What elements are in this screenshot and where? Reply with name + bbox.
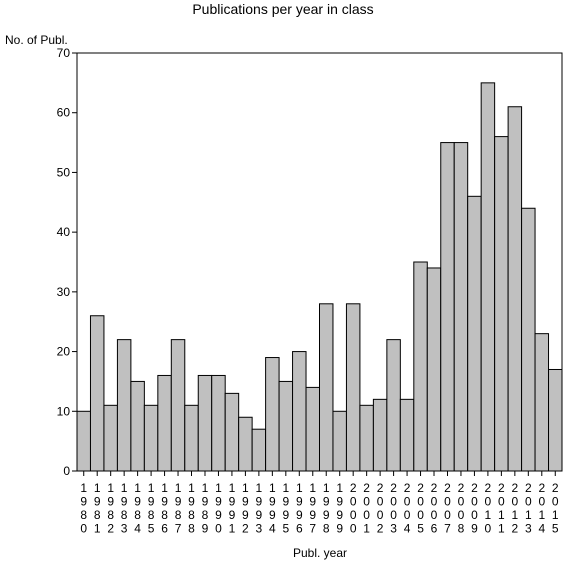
y-tick-label: 40	[57, 225, 71, 239]
bar-2006	[426, 267, 442, 472]
bar-1993	[251, 428, 267, 472]
bar-1991	[224, 392, 240, 472]
bar-2011	[494, 136, 509, 472]
bar-1994	[265, 357, 280, 472]
y-tick-label: 70	[57, 46, 71, 60]
bar-1980	[76, 410, 91, 472]
bar-1995	[278, 380, 294, 472]
y-tick-label: 30	[57, 285, 71, 299]
plot-frame	[76, 52, 563, 472]
bar-2013	[521, 207, 536, 472]
bar-1996	[292, 351, 307, 472]
bars-group	[76, 82, 563, 472]
bar-2003	[386, 339, 401, 472]
bar-1986	[157, 374, 172, 472]
bar-2002	[372, 398, 388, 472]
bar-1989	[197, 374, 213, 472]
bar-2001	[359, 404, 374, 472]
bar-2012	[507, 106, 523, 472]
chart-title: Publications per year in class	[192, 1, 373, 17]
bar-1983	[116, 339, 132, 472]
bar-1992	[238, 416, 253, 472]
bar-1981	[89, 315, 105, 472]
bar-1990	[211, 374, 226, 472]
bar-2004	[399, 398, 415, 472]
y-tick-label: 0	[63, 464, 70, 478]
y-axis-label: No. of Publ.	[5, 33, 68, 47]
y-tick-label: 50	[57, 165, 71, 179]
bar-1984	[130, 380, 145, 472]
y-tick-label: 60	[57, 106, 71, 120]
bar-2000	[345, 303, 361, 472]
y-ticks-group: 0 10 20 30 40 50 60 70	[57, 46, 77, 478]
bar-1999	[332, 410, 347, 472]
bar-2007	[440, 142, 455, 472]
bar-2009	[467, 195, 482, 472]
bar-1998	[319, 303, 334, 472]
x-axis-label: Publ. year	[293, 546, 347, 560]
bar-2008	[453, 142, 469, 472]
bar-1987	[170, 339, 186, 472]
bar-1997	[305, 386, 320, 472]
bar-1985	[143, 404, 159, 472]
bar-1982	[103, 404, 118, 472]
y-tick-label: 10	[57, 404, 71, 418]
bar-2010	[480, 82, 496, 472]
x-ticks-group: 1 9 8 0 1 9 8 1 1 9 8 2 1 9 8 3 1 9 8 4 1 9 8 5 1 9 8 6 1 9 8 7 1 9 8 8 1 9 8 9…	[80, 471, 559, 536]
y-tick-label: 20	[57, 345, 71, 359]
bar-2014	[534, 333, 550, 472]
bar-2015	[548, 368, 563, 472]
bar-2005	[413, 261, 428, 472]
bar-1988	[184, 404, 199, 472]
